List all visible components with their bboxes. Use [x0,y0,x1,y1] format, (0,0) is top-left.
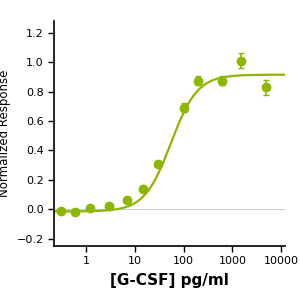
Y-axis label: Normalized Response: Normalized Response [0,70,11,197]
X-axis label: [G-CSF] pg/ml: [G-CSF] pg/ml [110,273,229,288]
